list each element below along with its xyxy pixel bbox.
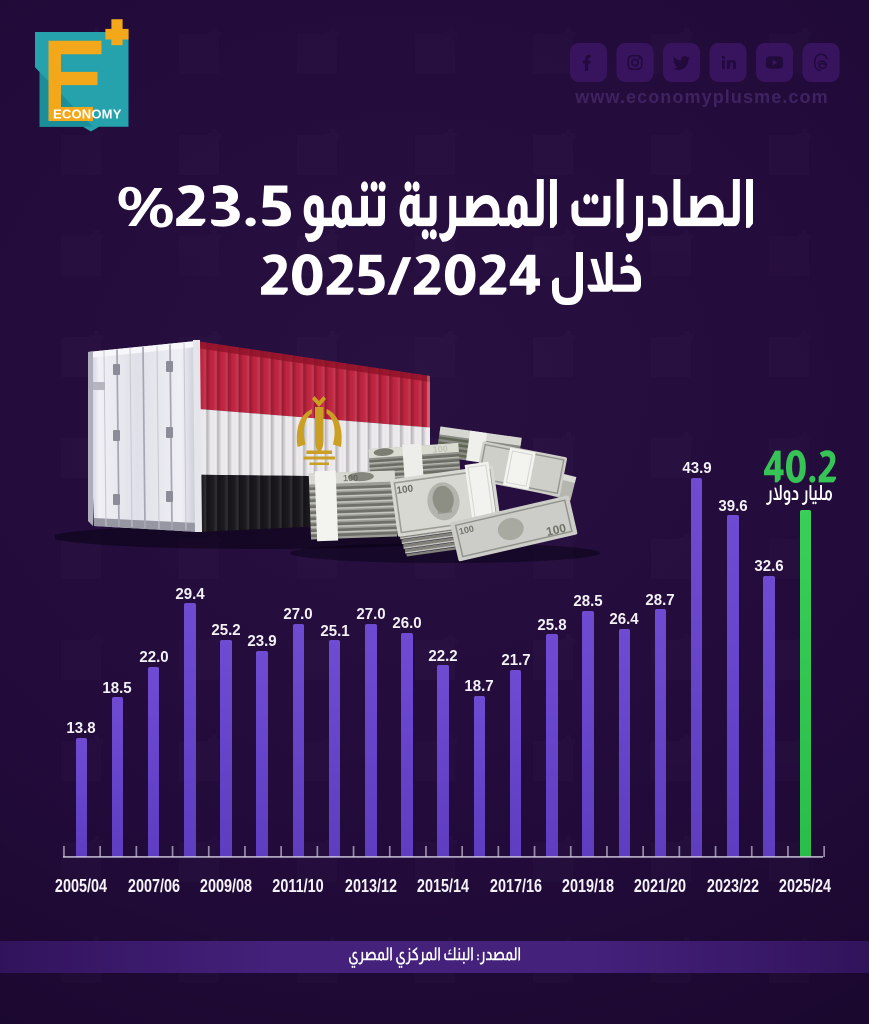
svg-text:ECONOMY: ECONOMY [53, 107, 122, 122]
svg-text:100: 100 [396, 483, 414, 496]
svg-text:100: 100 [545, 521, 568, 539]
svg-text:100: 100 [432, 444, 448, 455]
svg-text:100: 100 [343, 473, 358, 484]
svg-text:100: 100 [458, 523, 475, 536]
